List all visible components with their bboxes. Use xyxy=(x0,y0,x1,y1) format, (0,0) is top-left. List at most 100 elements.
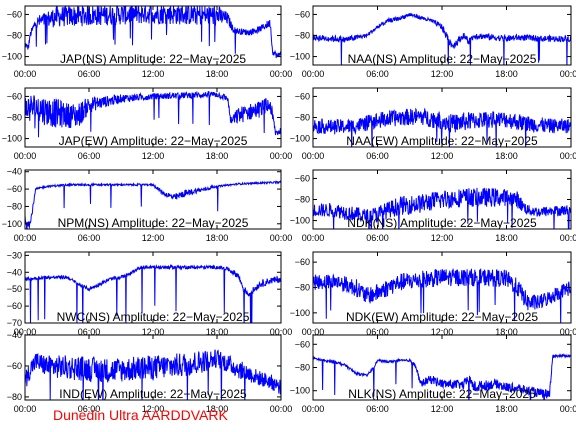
y-tick-label: −30 xyxy=(7,250,22,260)
y-tick-label: −40 xyxy=(7,167,22,177)
x-tick-label: 00:00 xyxy=(302,404,325,414)
panel-title: NPM(NS) Amplitude: 22−May−2025 xyxy=(58,216,249,230)
x-tick-label: 06:00 xyxy=(366,327,389,337)
y-tick-label: −80 xyxy=(7,201,22,211)
y-tick-label: −80 xyxy=(295,283,310,293)
x-tick-label: 12:00 xyxy=(431,69,454,79)
y-tick-label: −80 xyxy=(7,31,22,41)
x-tick-label: 00:00 xyxy=(302,233,325,243)
x-tick-label: 00:00 xyxy=(560,327,576,337)
y-tick-label: −40 xyxy=(7,267,22,277)
x-tick-label: 00:00 xyxy=(302,327,325,337)
x-tick-label: 18:00 xyxy=(206,233,229,243)
panel-title: NAA(NS) Amplitude: 22−May−2025 xyxy=(348,52,537,66)
x-tick-label: 12:00 xyxy=(431,404,454,414)
x-tick-label: 06:00 xyxy=(366,233,389,243)
y-tick-label: −60 xyxy=(7,361,22,371)
x-tick-label: 12:00 xyxy=(431,327,454,337)
y-tick-label: −100 xyxy=(290,308,310,318)
x-tick-label: 12:00 xyxy=(431,151,454,161)
x-tick-label: 06:00 xyxy=(78,404,101,414)
panel-title: JAP(NS) Amplitude: 22−May−2025 xyxy=(60,52,246,66)
x-tick-label: 12:00 xyxy=(142,327,165,337)
x-tick-label: 00:00 xyxy=(560,151,576,161)
panel-title: NLK(NS) Amplitude: 22−May−2025 xyxy=(348,387,536,401)
x-tick-label: 00:00 xyxy=(560,404,576,414)
x-tick-label: 06:00 xyxy=(366,69,389,79)
x-tick-label: 18:00 xyxy=(206,404,229,414)
data-series-line xyxy=(313,353,571,400)
x-tick-label: 00:00 xyxy=(270,233,293,243)
x-tick-label: 18:00 xyxy=(495,327,518,337)
x-tick-label: 12:00 xyxy=(142,233,165,243)
x-tick-label: 18:00 xyxy=(495,233,518,243)
x-tick-label: 06:00 xyxy=(366,404,389,414)
chart-panel-9: −100 −80 −60 00:00 06:00 12:00 18:00 00:00 NDK(E… xyxy=(290,251,576,337)
x-tick-label: 06:00 xyxy=(78,69,101,79)
data-series-line xyxy=(25,90,281,138)
y-tick-label: −80 xyxy=(295,31,310,41)
y-tick-label: −60 xyxy=(295,9,310,19)
x-tick-label: 18:00 xyxy=(206,327,229,337)
x-tick-label: 00:00 xyxy=(270,327,293,337)
x-tick-label: 00:00 xyxy=(560,233,576,243)
panel-title: IND(EW) Amplitude: 22−May−2025 xyxy=(59,387,247,401)
x-tick-label: 18:00 xyxy=(495,404,518,414)
y-tick-label: −100 xyxy=(2,219,22,229)
x-tick-label: 06:00 xyxy=(78,327,101,337)
panel-title: NDK(NS) Amplitude: 22−May−2025 xyxy=(347,216,537,230)
x-tick-label: 00:00 xyxy=(14,69,37,79)
chart-panel-3: −100 −80 −60 −40 00:00 06:00 12:00 18:00 00:00 NP… xyxy=(2,167,293,243)
panel-title: NWC(NS) Amplitude: 22−May−2025 xyxy=(57,310,250,324)
y-tick-label: −60 xyxy=(7,91,22,101)
data-series-line xyxy=(313,268,571,323)
y-tick-label: −100 xyxy=(290,216,310,226)
panel-title: NDK(EW) Amplitude: 22−May−2025 xyxy=(346,310,538,324)
y-tick-label: −40 xyxy=(7,330,22,340)
y-tick-label: −70 xyxy=(7,318,22,328)
x-tick-label: 00:00 xyxy=(270,69,293,79)
x-tick-label: 00:00 xyxy=(14,404,37,414)
x-tick-label: 00:00 xyxy=(302,69,325,79)
y-tick-label: −100 xyxy=(2,52,22,62)
chart-panel-4: −70 −60 −50 −40 −30 00:00 06:00 12:00 18:00 00:00… xyxy=(7,250,293,337)
x-tick-label: 00:00 xyxy=(302,151,325,161)
y-tick-label: −60 xyxy=(295,339,310,349)
y-tick-label: −80 xyxy=(7,113,22,123)
x-tick-label: 12:00 xyxy=(142,69,165,79)
x-tick-label: 00:00 xyxy=(14,327,37,337)
x-tick-label: 12:00 xyxy=(142,151,165,161)
x-tick-label: 18:00 xyxy=(495,69,518,79)
x-tick-label: 00:00 xyxy=(560,69,576,79)
y-tick-label: −80 xyxy=(7,392,22,402)
chart-panel-7: −100 −80 −60 00:00 06:00 12:00 18:00 00:00 NAA(E… xyxy=(290,87,576,161)
x-tick-label: 00:00 xyxy=(14,233,37,243)
x-tick-label: 06:00 xyxy=(78,233,101,243)
y-tick-label: −60 xyxy=(7,301,22,311)
x-tick-label: 18:00 xyxy=(206,151,229,161)
x-tick-label: 00:00 xyxy=(270,404,293,414)
y-tick-label: −100 xyxy=(290,386,310,396)
y-tick-label: −60 xyxy=(7,9,22,19)
y-tick-label: −60 xyxy=(295,173,310,183)
x-tick-label: 18:00 xyxy=(495,151,518,161)
chart-panel-6: −100 −80 −60 00:00 06:00 12:00 18:00 00:00 NAA(N… xyxy=(290,5,576,79)
data-series-line xyxy=(25,6,281,59)
data-series-line xyxy=(25,179,281,229)
panel-title: NAA(EW) Amplitude: 22−May−2025 xyxy=(346,134,538,148)
y-tick-label: −60 xyxy=(295,91,310,101)
x-tick-label: 18:00 xyxy=(206,69,229,79)
x-tick-label: 12:00 xyxy=(431,233,454,243)
x-tick-label: 06:00 xyxy=(366,151,389,161)
data-series-line xyxy=(25,349,281,400)
chart-panel-2: −100 −80 −60 00:00 06:00 12:00 18:00 00:00 JAP(E… xyxy=(2,87,292,161)
chart-panel-10: −100 −80 −60 00:00 06:00 12:00 18:00 00:00 NLK(N… xyxy=(290,334,576,414)
y-tick-label: −60 xyxy=(295,257,310,267)
y-tick-label: −60 xyxy=(7,184,22,194)
data-series-line xyxy=(313,187,571,229)
y-tick-label: −100 xyxy=(290,134,310,144)
data-series-line xyxy=(313,107,571,147)
y-tick-label: −100 xyxy=(290,52,310,62)
